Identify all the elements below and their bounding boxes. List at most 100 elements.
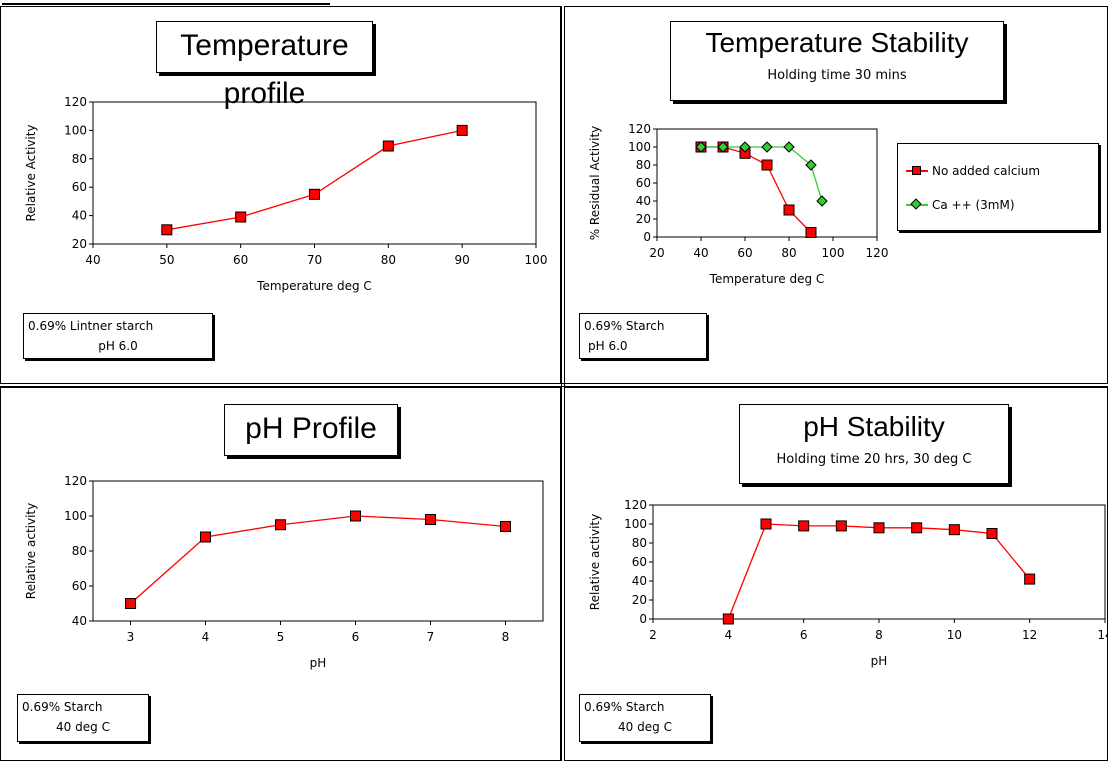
chart-subtitle: Holding time 20 hrs, 30 deg C (776, 452, 972, 467)
divider-vertical (561, 6, 562, 761)
series-0-point (350, 510, 361, 522)
x-axis-label: Temperature deg C (256, 279, 372, 293)
chart-title: Temperature profile (180, 29, 349, 110)
series-0-line (727, 523, 1031, 620)
legend-entry: No added calcium (906, 162, 1040, 180)
note-line-2: 40 deg C (618, 720, 672, 734)
chart-plot: 0 20 40 60 80 100 120 20 40 60 80 100 120 Temperature… (588, 122, 889, 286)
y-tick-label: 120 (64, 474, 87, 488)
x-tick-label: 4 (725, 628, 733, 642)
x-tick-label: 100 (525, 253, 548, 267)
series-1-point (739, 141, 751, 153)
note-line-2: 40 deg C (56, 720, 110, 734)
series-1-point (717, 141, 729, 153)
y-tick-label: 40 (636, 194, 651, 208)
x-tick-label: 120 (866, 246, 889, 260)
x-axis-label: pH (310, 656, 327, 670)
y-tick-label: 0 (643, 230, 651, 244)
y-tick-label: 120 (628, 122, 651, 136)
series-1-line (701, 146, 823, 202)
series-0-point (783, 204, 795, 216)
y-tick-label: 100 (64, 509, 87, 523)
series-0-point (805, 227, 817, 238)
series-1-point (783, 141, 795, 153)
chart-note: 0.69% Starch 40 deg C (579, 694, 711, 742)
y-tick-label: 100 (624, 517, 647, 531)
chart-note: 0.69% Starch pH 6.0 (579, 313, 707, 359)
chart-title: pH Profile (245, 412, 377, 445)
x-tick-label: 80 (381, 253, 396, 267)
chart-title-box: pH Profile (224, 404, 398, 456)
y-tick-label: 40 (632, 574, 647, 588)
diamond-marker-icon (906, 198, 928, 212)
y-tick-label: 100 (64, 123, 87, 137)
x-tick-label: 100 (822, 246, 845, 260)
y-axis-label: Relative activity (24, 503, 38, 599)
note-line-1: 0.69% Starch (584, 700, 665, 714)
chart-title-box: Temperature Stability Holding time 30 mi… (670, 21, 1004, 101)
series-1-point (816, 195, 828, 207)
y-tick-label: 80 (632, 536, 647, 550)
x-tick-label: 40 (693, 246, 708, 260)
chart-title: Temperature Stability (705, 27, 969, 58)
x-tick-label: 8 (875, 628, 883, 642)
chart-title: pH Stability (803, 411, 945, 442)
chart-note: 0.69% Lintner starch pH 6.0 (23, 313, 213, 359)
y-tick-label: 60 (636, 176, 651, 190)
y-tick-label: 60 (632, 555, 647, 569)
chart-subtitle: Holding time 30 mins (767, 68, 907, 83)
y-tick-label: 0 (639, 612, 647, 626)
x-tick-label: 2 (649, 628, 657, 642)
x-tick-label: 20 (649, 246, 664, 260)
x-tick-label: 14 (1097, 628, 1108, 642)
y-tick-label: 20 (72, 237, 87, 251)
x-tick-label: 80 (781, 246, 796, 260)
chart-panel-ph-stability: pH Stability Holding time 20 hrs, 30 deg… (564, 387, 1108, 761)
x-axis-label: pH (871, 654, 888, 668)
y-tick-label: 100 (628, 140, 651, 154)
plot-frame (92, 480, 544, 622)
y-axis-label: Relative Activity (24, 124, 38, 221)
x-tick-label: 60 (737, 246, 752, 260)
y-tick-label: 120 (624, 498, 647, 512)
plot-frame (92, 101, 537, 245)
note-line-2: pH 6.0 (588, 339, 628, 353)
y-tick-label: 40 (72, 209, 87, 223)
y-tick-label: 60 (72, 180, 87, 194)
note-line-1: 0.69% Starch (22, 700, 103, 714)
series-1-point (761, 141, 773, 153)
series-0-point (873, 522, 885, 534)
series-0-point (456, 124, 468, 136)
header-strip (0, 0, 1108, 6)
series-0-point (835, 520, 847, 532)
series-0-point (235, 211, 247, 223)
plot-frame (652, 504, 1106, 620)
y-tick-label: 80 (72, 152, 87, 166)
series-0-point (911, 522, 923, 534)
series-0-point (948, 524, 960, 536)
series-1-point (805, 159, 817, 171)
series-0-point (125, 598, 136, 609)
chart-title-box: pH Stability Holding time 20 hrs, 30 deg… (739, 404, 1009, 484)
series-0-point (1024, 573, 1036, 585)
y-tick-label: 40 (72, 614, 87, 628)
x-tick-label: 90 (455, 253, 470, 267)
series-0-point (761, 159, 773, 171)
y-axis-label: % Residual Activity (588, 126, 602, 241)
y-tick-label: 20 (636, 212, 651, 226)
x-tick-label: 5 (277, 630, 285, 644)
chart-legend: No added calcium Ca ++ (3mM) (897, 143, 1099, 231)
x-tick-label: 10 (947, 628, 962, 642)
x-axis-label: Temperature deg C (709, 272, 825, 286)
series-0-line (130, 515, 506, 604)
x-tick-label: 40 (85, 253, 100, 267)
x-tick-label: 6 (800, 628, 808, 642)
y-axis-label: Relative activity (588, 514, 602, 610)
square-marker-icon (906, 164, 928, 178)
series-0-point (722, 613, 734, 625)
y-tick-label: 80 (636, 158, 651, 172)
series-0-point (500, 521, 511, 532)
chart-plot: 40 60 80 100 120 3 4 5 6 7 8 pH Relative activity (24, 474, 544, 670)
chart-panel-temperature-stability: Temperature Stability Holding time 30 mi… (564, 6, 1108, 384)
note-line-1: 0.69% Starch (584, 319, 665, 333)
